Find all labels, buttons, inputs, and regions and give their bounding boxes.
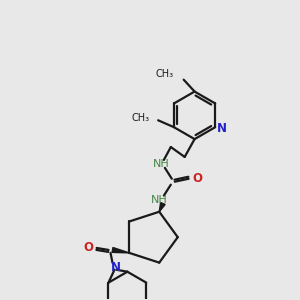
- Text: NH: NH: [152, 159, 169, 169]
- Text: N: N: [217, 122, 227, 135]
- Text: O: O: [193, 172, 202, 185]
- Text: O: O: [84, 242, 94, 254]
- Polygon shape: [112, 248, 129, 253]
- Text: CH₃: CH₃: [156, 69, 174, 79]
- Text: CH₃: CH₃: [131, 113, 149, 123]
- Text: N: N: [110, 261, 121, 274]
- Polygon shape: [159, 202, 165, 212]
- Text: NH: NH: [151, 194, 167, 205]
